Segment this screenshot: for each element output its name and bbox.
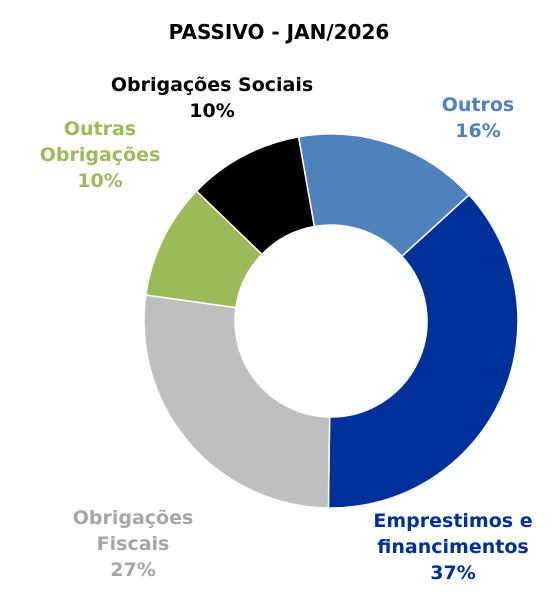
category-name: Obrigações Sociais <box>110 74 314 96</box>
slice-label: Outras Obrigações 10% <box>30 116 170 194</box>
donut-slice <box>143 294 331 509</box>
category-name: Outras Obrigações <box>39 118 161 166</box>
chart-title: PASSIVO - JAN/2026 <box>168 20 390 44</box>
category-name: Outros <box>441 94 515 116</box>
donut-slice <box>297 133 471 258</box>
value-label: 27% <box>110 559 156 581</box>
value-label: 16% <box>455 120 501 142</box>
slice-label: Obrigações Sociais 10% <box>52 72 372 124</box>
value-label: 37% <box>430 562 476 584</box>
donut-slice <box>195 135 316 256</box>
category-name: Emprestimos e financimentos <box>373 510 533 558</box>
slice-label: Outros 16% <box>418 92 538 144</box>
category-name: Obrigações Fiscais <box>72 507 194 555</box>
slice-label: Obrigações Fiscais 27% <box>53 505 213 583</box>
slice-label: Emprestimos e financimentos 37% <box>353 508 553 586</box>
value-label: 10% <box>189 100 235 122</box>
value-label: 10% <box>77 170 123 192</box>
donut-slice <box>327 193 519 509</box>
